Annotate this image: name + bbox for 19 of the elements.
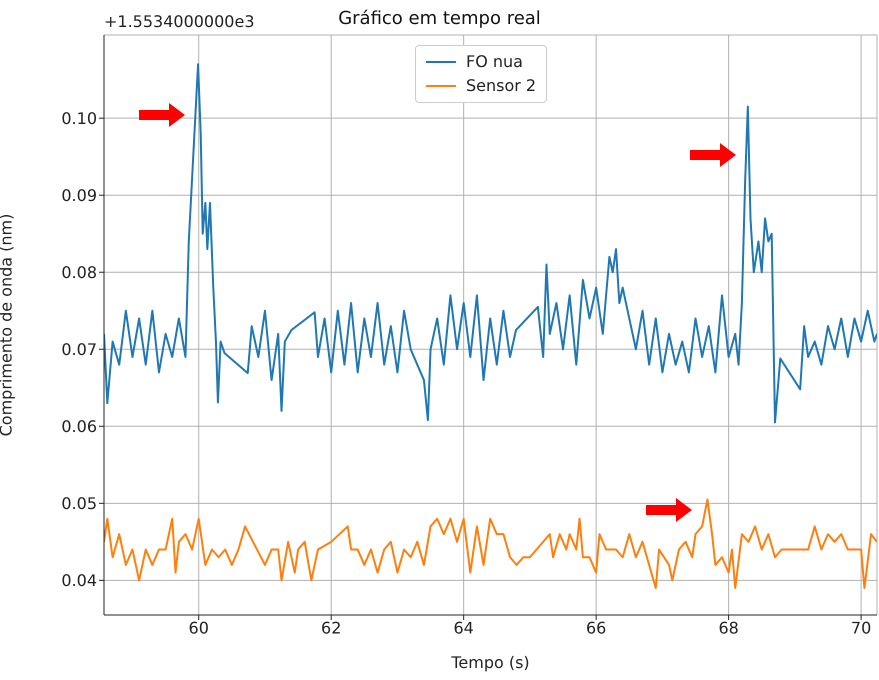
y-tick-label: 0.06 [61, 416, 97, 436]
y-tick-label: 0.09 [61, 186, 97, 205]
y-tick-label: 0.05 [61, 494, 97, 513]
legend-label: FO nua [466, 51, 523, 73]
line-series [104, 498, 877, 590]
x-tick-label: 60 [188, 618, 209, 638]
x-tick-label: 70 [850, 618, 872, 638]
text: +1.5534000000e3 [104, 12, 254, 31]
y-tick-label: 0.10 [61, 108, 97, 128]
x-tick-label: 68 [718, 618, 739, 638]
x-tick-label: 66 [586, 618, 606, 638]
x-tick-label: 64 [453, 618, 474, 638]
chart-title: Gráfico em tempo real [338, 8, 541, 29]
y-tick-label: 0.08 [61, 262, 97, 282]
x-tick-label: 62 [321, 618, 342, 638]
y-tick-label: 0.04 [61, 571, 97, 590]
y-tick-label: 0.07 [61, 340, 97, 359]
x-axis-title: Tempo (s) [450, 653, 530, 672]
legend-label: Sensor 2 [466, 75, 536, 97]
